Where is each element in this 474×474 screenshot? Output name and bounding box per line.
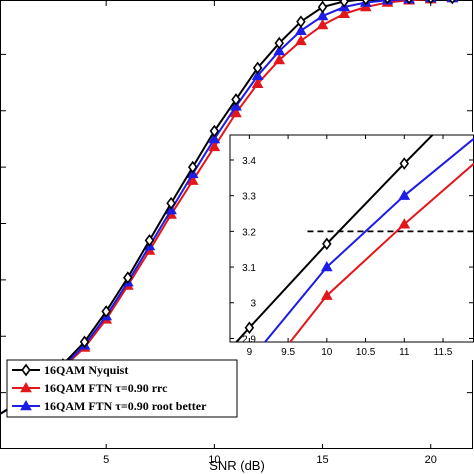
series-marker — [296, 15, 306, 29]
series-marker — [209, 124, 220, 138]
series-marker — [338, 7, 351, 19]
inset-y-tick-label: 3 — [250, 299, 256, 310]
series-marker — [427, 0, 434, 5]
series-marker — [186, 174, 199, 185]
inset-x-tick-label: 11.5 — [434, 347, 453, 358]
inset-x-tick-label: 9 — [247, 347, 253, 358]
series-marker — [295, 34, 307, 46]
legend-swatch-marker — [21, 363, 31, 377]
series-marker — [317, 0, 328, 14]
inset-y-tick-label: 2.9 — [242, 334, 256, 345]
series-marker — [252, 61, 263, 75]
inset-plot: 9 9.5 10 10.5 11 11.5 2.9 3 3.1 3.2 3.3 3.4 — [225, 132, 474, 360]
inset-x-tick-label: 10 — [321, 347, 333, 358]
inset-y-tick-label: 3.1 — [242, 263, 256, 274]
inset-x-tick-label: 9.5 — [281, 347, 295, 358]
series-marker — [101, 305, 111, 318]
series-marker — [231, 93, 241, 106]
series-marker — [123, 271, 133, 284]
x-tick-label: 10 — [208, 454, 220, 466]
inset-series-line — [263, 137, 474, 342]
inset-series-marker — [322, 237, 332, 251]
x-tick-label: 15 — [316, 454, 328, 466]
series-marker — [316, 10, 329, 21]
series-marker — [208, 140, 221, 152]
series-marker — [274, 36, 285, 50]
inset-x-tick-label: 11 — [399, 347, 410, 358]
series-marker — [251, 77, 264, 88]
inset-series-marker — [398, 189, 411, 200]
inset-series-marker — [320, 289, 333, 300]
legend-entry-label: 16QAM FTN τ=0.90 root better — [44, 399, 207, 413]
series-marker — [384, 0, 391, 5]
series-marker — [208, 132, 221, 144]
legend: 16QAM Nyquist 16QAM FTN τ=0.90 rrc 16QAM F… — [6, 359, 238, 418]
legend-swatch-marker — [20, 399, 32, 411]
inset-y-tick-label: 3.4 — [242, 156, 256, 167]
legend-entry-label: 16QAM FTN τ=0.90 rrc — [44, 381, 168, 395]
inset-series-marker — [320, 261, 333, 272]
series-marker — [316, 19, 329, 30]
series-marker — [361, 0, 370, 6]
inset-x-tick-label: 10.5 — [356, 347, 376, 358]
series-marker — [449, 0, 456, 5]
x-tick-label: 20 — [425, 454, 437, 466]
x-tick-label: 5 — [103, 454, 109, 466]
series-marker — [230, 106, 242, 118]
x-axis-title: SNR (dB) — [209, 458, 265, 473]
series-marker — [273, 54, 286, 65]
inset-series-marker — [244, 321, 255, 335]
series-marker — [295, 24, 307, 35]
inset-series-line — [288, 162, 474, 342]
series-marker — [273, 44, 286, 56]
inset-y-tick-label: 3.3 — [242, 192, 256, 203]
inset-series-marker — [398, 218, 411, 229]
series-line — [0, 0, 412, 416]
series-line — [0, 0, 434, 416]
legend-box — [6, 359, 238, 418]
inset-y-tick-label: 3.2 — [242, 227, 256, 238]
series-marker — [79, 335, 90, 349]
series-marker — [339, 0, 349, 8]
inset-series-group — [235, 135, 474, 342]
legend-swatch-marker — [20, 381, 32, 393]
series-marker — [251, 69, 264, 81]
series-marker — [144, 234, 155, 247]
series-line — [0, 0, 369, 416]
series-marker — [187, 160, 198, 174]
inset-series-marker — [399, 157, 410, 170]
series-marker — [405, 0, 413, 5]
legend-entry-label: 16QAM Nyquist — [44, 363, 128, 377]
series-marker — [166, 196, 176, 210]
